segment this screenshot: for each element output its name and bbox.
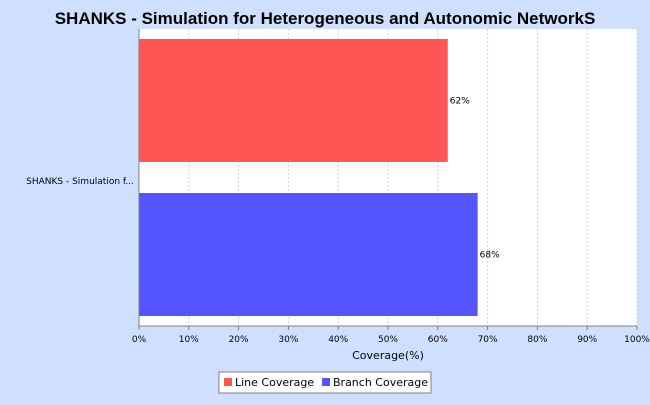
x-tick-label: 90% — [577, 335, 597, 345]
x-axis-label: Coverage(%) — [352, 349, 424, 362]
bar-line-coverage — [139, 39, 448, 162]
legend-label-line-coverage: Line Coverage — [235, 376, 314, 389]
x-axis-ticks: 0% 10% 20% 30% 40% 50% 60% 70% 80% 90% 100% — [132, 326, 650, 345]
legend-label-branch-coverage: Branch Coverage — [333, 376, 428, 389]
x-tick-label: 100% — [624, 335, 650, 345]
x-tick-label: 70% — [478, 335, 498, 345]
category-label: SHANKS - Simulation f... — [26, 177, 134, 187]
chart-title: SHANKS - Simulation for Heterogeneous an… — [55, 9, 596, 28]
legend: Line Coverage Branch Coverage — [218, 371, 432, 394]
data-labels: 62% 68% — [450, 97, 500, 261]
x-tick-label: 0% — [132, 335, 147, 345]
bar-branch-coverage — [139, 193, 478, 316]
x-tick-label: 80% — [527, 335, 547, 345]
x-tick-label: 40% — [328, 335, 348, 345]
legend-swatch-branch-coverage — [322, 378, 330, 386]
x-tick-label: 60% — [428, 335, 448, 345]
x-tick-label: 30% — [278, 335, 298, 345]
data-label: 62% — [450, 97, 470, 107]
data-label: 68% — [480, 251, 500, 261]
x-tick-label: 10% — [179, 335, 199, 345]
bars — [139, 39, 478, 316]
x-tick-label: 20% — [229, 335, 249, 345]
legend-swatch-line-coverage — [224, 378, 232, 386]
x-tick-label: 50% — [378, 335, 398, 345]
